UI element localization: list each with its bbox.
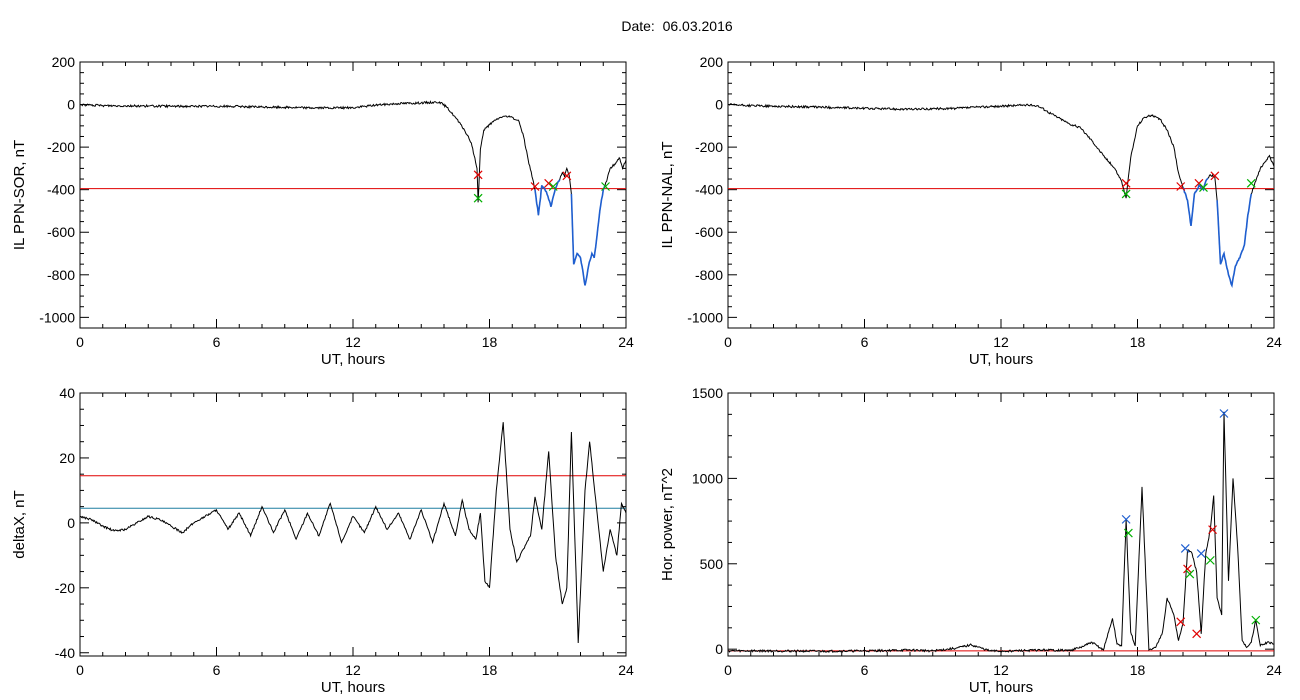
- plot-frame: [79, 61, 627, 329]
- marker-x: [1196, 549, 1206, 558]
- marker-x: [544, 178, 554, 188]
- x-tick-label: 6: [213, 334, 221, 350]
- plot-area: [80, 422, 626, 644]
- y-axis-title: IL PPN-SOR, nT: [11, 140, 28, 250]
- y-tick-label: -200: [47, 139, 75, 155]
- y-axis-title: deltaX, nT: [11, 490, 28, 558]
- highlight-segment: [570, 185, 606, 286]
- panel-hor-power: 0 6 12 18 24 1500 1000 500 0 UT, hours Hor. power,…: [659, 385, 1282, 696]
- x-axis-title: UT, hours: [321, 679, 385, 696]
- plot-area: [728, 103, 1274, 288]
- y-tick-label: 0: [715, 641, 723, 657]
- figure-title: Date: 06.03.2016: [621, 18, 733, 34]
- x-axis-title: UT, hours: [969, 351, 1033, 368]
- x-tick-label: 12: [345, 662, 361, 678]
- marker-x: [601, 182, 610, 191]
- x-tick-label: 12: [993, 334, 1009, 350]
- y-tick-label: -400: [47, 182, 75, 198]
- x-axis-title: UT, hours: [321, 351, 385, 368]
- y-tick-label: 200: [52, 54, 76, 70]
- marker-x: [1219, 409, 1229, 418]
- y-axis-title: Hor. power, nT^2: [659, 468, 676, 581]
- y-tick-label: -1000: [687, 309, 723, 325]
- highlight-segment: [534, 179, 561, 216]
- x-tick-label: 12: [345, 334, 361, 350]
- marker-x: [1192, 629, 1202, 639]
- x-tick-label: 0: [76, 662, 84, 678]
- y-tick-label: -800: [47, 267, 75, 283]
- y-axis-title: IL PPN-NAL, nT: [659, 142, 676, 249]
- x-tick-label: 0: [724, 334, 732, 350]
- highlight-segment: [1216, 193, 1253, 288]
- panel-deltax: 0 6 12 18 24 40 20 0 -20 -40 UT, hours deltaX, nT: [11, 385, 634, 696]
- marker-x: [1121, 189, 1131, 199]
- marker-x: [1121, 514, 1131, 524]
- marker-x: [1123, 528, 1133, 538]
- x-tick-label: 6: [861, 662, 869, 678]
- x-tick-label: 18: [482, 334, 498, 350]
- y-tick-label: -200: [695, 139, 723, 155]
- marker-x: [1185, 569, 1195, 579]
- marker-x: [1121, 178, 1131, 188]
- x-tick-label: 12: [993, 662, 1009, 678]
- plot-frame: [727, 61, 1275, 329]
- plot-frame: [79, 392, 627, 657]
- x-tick-label: 24: [1266, 334, 1282, 350]
- y-tick-label: -600: [47, 224, 75, 240]
- y-tick-label: -1000: [39, 309, 75, 325]
- y-tick-label: -600: [695, 224, 723, 240]
- x-tick-label: 0: [76, 334, 84, 350]
- y-tick-label: 1000: [692, 470, 723, 486]
- x-tick-label: 24: [1266, 662, 1282, 678]
- x-tick-label: 0: [724, 662, 732, 678]
- panel-il-ppn-nal: 0 6 12 18 24 200 0 -200 -400 -600 -800 -1000 UT, hou…: [659, 54, 1282, 368]
- marker-x: [1210, 171, 1220, 181]
- series-line: [728, 411, 1274, 654]
- marker-x: [1251, 615, 1261, 625]
- marker-x: [1180, 543, 1190, 553]
- highlight-segment: [1182, 177, 1209, 227]
- y-tick-label: 20: [59, 450, 75, 466]
- x-axis-title: UT, hours: [969, 679, 1033, 696]
- plot-area: [728, 409, 1274, 654]
- marker-x: [1208, 525, 1217, 535]
- series-line: [728, 103, 1274, 288]
- plot-area: [80, 100, 626, 286]
- marker-x: [548, 182, 558, 191]
- x-tick-label: 6: [861, 334, 869, 350]
- x-tick-label: 24: [618, 334, 634, 350]
- series-line: [80, 422, 626, 644]
- marker-x: [473, 170, 483, 180]
- x-tick-label: 18: [482, 662, 498, 678]
- x-tick-label: 18: [1130, 662, 1146, 678]
- y-tick-label: 500: [700, 556, 724, 572]
- marker-x: [1183, 564, 1192, 574]
- y-tick-label: -400: [695, 182, 723, 198]
- marker-x: [1176, 182, 1186, 191]
- marker-x: [1176, 617, 1186, 627]
- y-tick-label: 200: [700, 54, 724, 70]
- x-tick-label: 24: [618, 662, 634, 678]
- marker-x: [1246, 178, 1256, 188]
- y-tick-label: -20: [55, 580, 75, 596]
- series-line: [80, 100, 626, 286]
- x-tick-label: 6: [213, 662, 221, 678]
- y-tick-label: -800: [695, 267, 723, 283]
- y-tick-label: 1500: [692, 385, 723, 401]
- x-tick-label: 18: [1130, 334, 1146, 350]
- y-tick-label: -40: [55, 645, 75, 661]
- y-tick-label: 0: [715, 97, 723, 113]
- y-tick-label: 0: [67, 515, 75, 531]
- y-tick-label: 40: [59, 385, 75, 401]
- y-tick-label: 0: [67, 97, 75, 113]
- marker-x: [1205, 555, 1215, 565]
- marker-x: [473, 193, 483, 203]
- marker-x: [530, 182, 540, 191]
- marker-x: [1199, 183, 1208, 192]
- marker-x: [562, 171, 572, 181]
- plot-frame: [727, 392, 1275, 657]
- panel-il-ppn-sor: 0 6 12 18 24 200 0 -200 -400 -600 -800 -1000 UT, hou…: [11, 54, 634, 368]
